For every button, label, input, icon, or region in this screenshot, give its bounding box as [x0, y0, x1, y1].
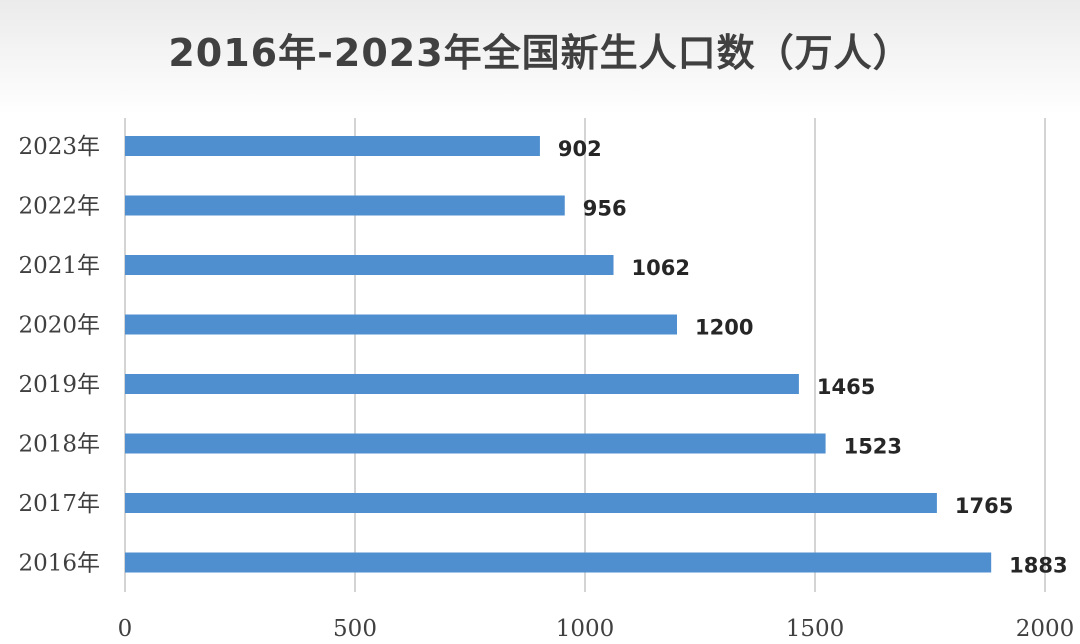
x-tick-label: 2000	[1016, 616, 1075, 642]
x-tick-label: 500	[333, 616, 377, 642]
data-label: 956	[583, 197, 627, 221]
bar-2023年	[125, 136, 540, 156]
data-label: 1200	[695, 316, 753, 340]
y-category-label: 2023年	[18, 134, 100, 160]
bar-2019年	[125, 374, 799, 394]
data-label: 1883	[1009, 554, 1067, 578]
bar-2020年	[125, 314, 677, 335]
data-label: 1765	[955, 494, 1013, 518]
y-category-label: 2017年	[18, 491, 100, 517]
chart-title: 2016年-2023年全国新生人口数（万人）	[168, 31, 912, 75]
x-tick-label: 1000	[556, 616, 615, 642]
y-category-label: 2019年	[18, 372, 100, 398]
x-axis-labels: 0 500 1000 1500 2000	[118, 616, 1075, 642]
bar-2022年	[125, 195, 565, 216]
bar-2017年	[125, 493, 937, 513]
x-tick-label: 1500	[786, 616, 845, 642]
bars	[125, 136, 992, 573]
y-category-label: 2022年	[18, 194, 100, 220]
bar-2021年	[125, 255, 614, 275]
y-category-label: 2016年	[18, 551, 100, 577]
data-label: 1465	[817, 375, 875, 399]
bar-2016年	[125, 552, 992, 573]
data-label: 1523	[844, 435, 902, 459]
y-category-label: 2021年	[18, 253, 100, 279]
gridlines	[124, 118, 1046, 592]
data-labels: 902 956 1062 1200 1465 1523 1765 1883	[558, 137, 1068, 578]
y-category-label: 2018年	[18, 432, 100, 458]
data-label: 1062	[632, 256, 690, 280]
data-label: 902	[558, 137, 602, 161]
x-tick-label: 0	[118, 616, 133, 642]
y-category-label: 2020年	[18, 313, 100, 339]
y-axis-labels: 2023年 2022年 2021年 2020年 2019年 2018年 2017年 2016年	[18, 134, 100, 577]
bar-2018年	[125, 433, 826, 454]
